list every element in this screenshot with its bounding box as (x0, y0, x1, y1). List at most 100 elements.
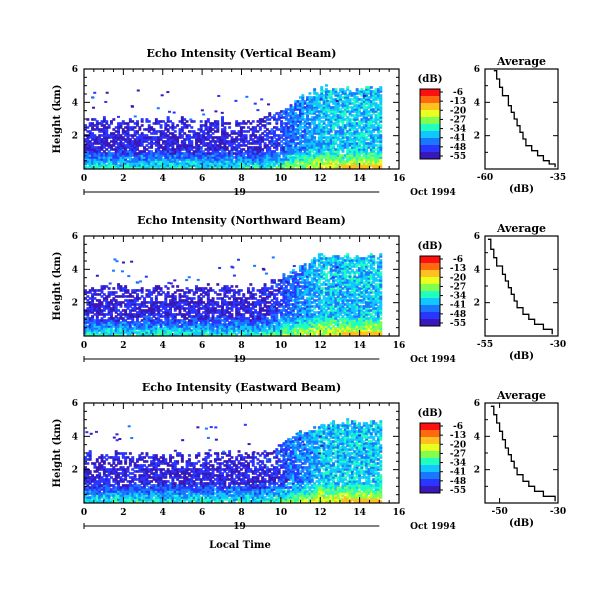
echo-cell (249, 331, 253, 334)
echo-cell (192, 154, 196, 157)
echo-cell (216, 152, 220, 155)
echo-cell (84, 333, 87, 336)
echo-cell (353, 158, 357, 161)
average-profile-line (493, 70, 556, 168)
echo-cell (147, 120, 151, 123)
echo-cell (341, 102, 345, 105)
echo-cell (124, 160, 128, 163)
echo-cell (294, 301, 298, 304)
echo-cell (294, 323, 298, 326)
echo-cell (166, 150, 170, 153)
echo-cell (164, 132, 168, 135)
echo-cell (353, 108, 357, 111)
echo-cell (95, 307, 99, 310)
echo-cell (223, 329, 227, 332)
echo-cell (294, 136, 298, 139)
echo-cell (143, 311, 147, 314)
echo-cell (98, 136, 102, 139)
echo-cell (334, 166, 338, 169)
echo-cell (109, 333, 113, 336)
echo-cell (135, 297, 139, 300)
echo-cell (119, 164, 123, 167)
echo-cell (202, 317, 206, 320)
echo-cell (362, 132, 366, 135)
echo-cell (367, 126, 371, 129)
echo-cell (289, 142, 293, 145)
echo-cell (169, 299, 173, 302)
echo-cell (143, 134, 147, 137)
echo-cell (251, 134, 255, 137)
echo-cell (98, 122, 102, 125)
echo-cell (171, 317, 175, 320)
echo-cell (159, 319, 163, 322)
echo-cell (251, 164, 255, 167)
echo-cell (275, 293, 279, 296)
echo-cell (112, 323, 116, 326)
echo-cell (301, 321, 305, 324)
echo-cell (320, 160, 324, 163)
echo-cell (287, 325, 291, 328)
echo-cell (284, 305, 288, 308)
echo-cell (237, 331, 241, 334)
echo-cell (346, 120, 350, 123)
echo-cell (296, 303, 300, 306)
echo-cell (135, 142, 139, 145)
echo-cell (261, 162, 265, 165)
echo-cell (152, 287, 156, 290)
echo-cell (339, 158, 343, 161)
echo-cell (98, 325, 102, 328)
echo-cell (176, 333, 180, 336)
echo-cell (251, 160, 255, 163)
echo-cell (275, 301, 279, 304)
echo-cell (235, 144, 239, 147)
echo-cell (291, 329, 295, 332)
echo-cell (294, 317, 298, 320)
echo-cell (114, 126, 118, 129)
echo-cell (339, 164, 343, 167)
echo-cell (235, 305, 239, 308)
echo-cell (353, 166, 357, 169)
echo-cell (270, 281, 274, 284)
echo-cell (84, 329, 87, 332)
echo-cell (348, 90, 352, 93)
echo-cell (244, 325, 248, 328)
echo-cell (339, 114, 343, 117)
echo-cell (230, 130, 234, 133)
echo-cell (143, 331, 147, 334)
echo-cell (355, 88, 359, 91)
echo-cell (204, 144, 208, 147)
echo-cell (202, 138, 206, 141)
echo-cell (164, 307, 168, 310)
echo-cell (152, 164, 156, 167)
echo-cell (95, 309, 99, 312)
echo-cell (100, 154, 104, 157)
echo-cell (268, 142, 272, 145)
echo-cell (329, 158, 333, 161)
echo-cell (183, 154, 187, 157)
echo-cell (91, 317, 95, 320)
echo-cell (249, 293, 253, 296)
echo-cell (176, 136, 180, 139)
echo-cell (121, 128, 125, 131)
echo-cell (145, 327, 149, 330)
echo-cell (216, 144, 220, 147)
echo-cell (126, 130, 130, 133)
echo-cell (161, 301, 165, 304)
echo-cell (157, 331, 161, 334)
echo-cell (164, 285, 168, 288)
echo-cell (355, 98, 359, 101)
echo-cell (223, 160, 227, 163)
echo-cell (353, 124, 357, 127)
echo-cell (185, 311, 189, 314)
echo-cell (298, 285, 302, 288)
echo-cell (265, 136, 269, 139)
echo-cell (329, 126, 333, 129)
echo-cell (105, 329, 109, 332)
echo-cell (98, 156, 102, 159)
echo-cell (197, 148, 201, 151)
echo-cell (263, 309, 267, 312)
echo-cell (176, 285, 180, 288)
echo-cell (284, 150, 288, 153)
echo-cell (93, 142, 97, 145)
echo-cell (105, 295, 109, 298)
